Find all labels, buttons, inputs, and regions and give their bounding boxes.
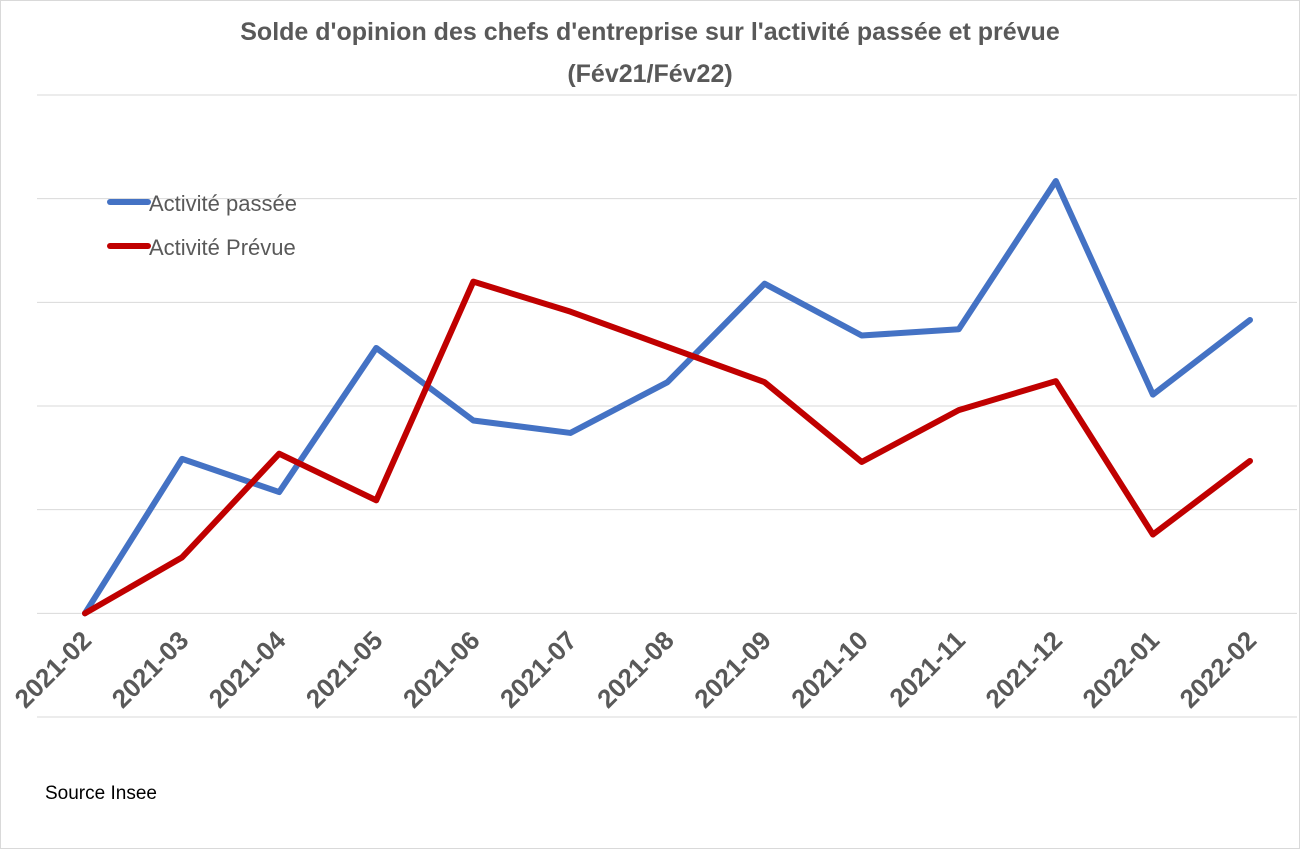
x-tick-label: 2021-09: [688, 625, 777, 714]
chart-subtitle: (Fév21/Fév22): [567, 60, 733, 88]
x-tick-label: 2021-03: [106, 625, 195, 714]
x-tick-label: 2021-07: [494, 625, 583, 714]
x-tick-label: 2021-08: [591, 625, 680, 714]
source-note: Source Insee: [45, 783, 157, 804]
x-tick-label: 2021-10: [785, 625, 874, 714]
x-tick-label: 2021-12: [979, 625, 1068, 714]
x-tick-label: 2022-02: [1174, 625, 1263, 714]
x-tick-label: 2021-06: [397, 625, 486, 714]
x-tick-label: 2021-02: [9, 625, 98, 714]
x-tick-label: 2021-11: [883, 625, 971, 713]
series-line-2: [82, 278, 1253, 617]
legend-label: Activité passée: [149, 191, 297, 216]
x-tick-label: 2022-01: [1076, 625, 1165, 714]
x-tick-label: 2021-05: [300, 625, 389, 714]
x-tick-label: 2021-04: [203, 625, 292, 714]
chart-title: Solde d'opinion des chefs d'entreprise s…: [240, 18, 1060, 46]
legend-label: Activité Prévue: [149, 235, 296, 260]
